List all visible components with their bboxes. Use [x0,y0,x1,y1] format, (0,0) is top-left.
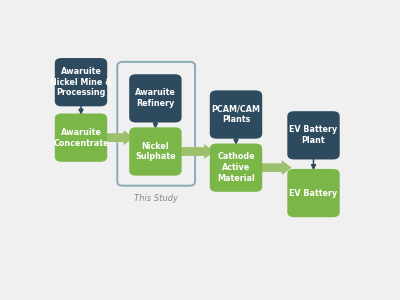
FancyBboxPatch shape [55,58,107,106]
FancyArrow shape [103,130,134,145]
Text: EV Battery: EV Battery [289,189,338,198]
FancyArrow shape [258,160,292,175]
Text: Awaruite
Nickel Mine &
Processing: Awaruite Nickel Mine & Processing [50,67,112,98]
FancyArrow shape [177,144,214,159]
Text: This Study: This Study [134,194,178,203]
FancyBboxPatch shape [55,113,107,162]
Text: Nickel
Sulphate: Nickel Sulphate [135,142,176,161]
Text: Cathode
Active
Material: Cathode Active Material [217,152,255,183]
FancyBboxPatch shape [210,143,262,192]
FancyBboxPatch shape [210,90,262,139]
Text: Awaruite
Concentrate: Awaruite Concentrate [53,128,109,148]
Text: EV Battery
Plant: EV Battery Plant [289,125,338,145]
Text: PCAM/CAM
Plants: PCAM/CAM Plants [212,105,260,124]
FancyBboxPatch shape [129,128,182,176]
Text: Awaruite
Refinery: Awaruite Refinery [135,88,176,108]
FancyBboxPatch shape [287,111,340,160]
FancyBboxPatch shape [287,169,340,217]
FancyBboxPatch shape [129,74,182,122]
